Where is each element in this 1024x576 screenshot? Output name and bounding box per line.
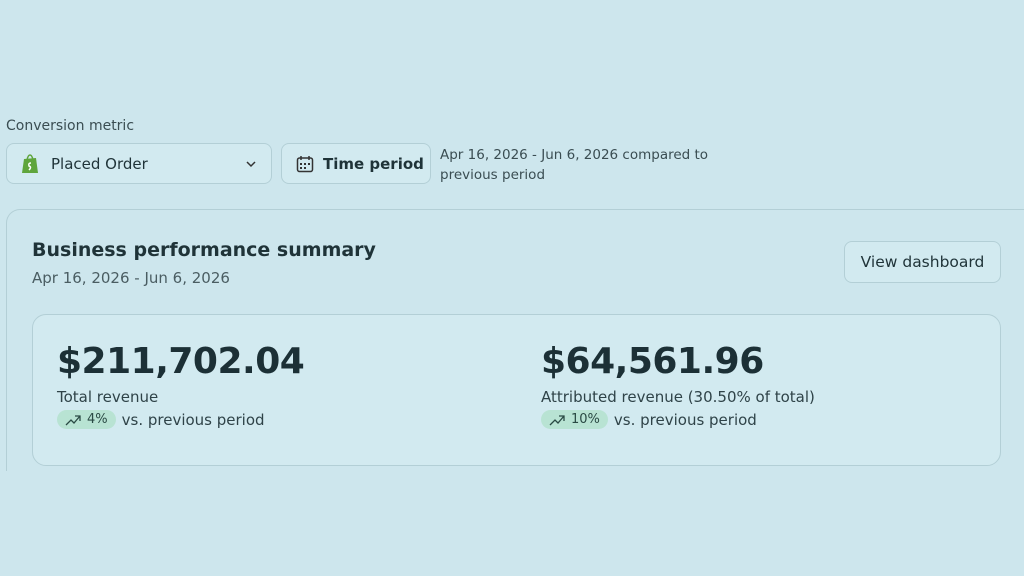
time-period-button[interactable]: Time period bbox=[281, 143, 431, 184]
view-dashboard-button[interactable]: View dashboard bbox=[844, 241, 1001, 283]
change-pill: 4% bbox=[57, 410, 116, 429]
range-text: Apr 16, 2026 - Jun 6, 2026 compared to p… bbox=[440, 147, 709, 183]
shop-icon bbox=[22, 153, 38, 173]
trend-icon bbox=[65, 414, 81, 425]
field-label: Conversion metric bbox=[6, 118, 135, 134]
change-pill: 10% bbox=[541, 410, 608, 429]
metric-label: Total revenue bbox=[57, 388, 159, 406]
card-title: Business performance summary bbox=[32, 239, 376, 261]
card-subtitle: Apr 16, 2026 - Jun 6, 2026 bbox=[32, 269, 230, 287]
metric-value: $211,702.04 bbox=[57, 341, 305, 382]
metric-dropdown[interactable]: Placed Order bbox=[6, 143, 272, 184]
calendar-icon bbox=[296, 155, 314, 172]
metric-block: $211,702.04 Total revenue 4% vs. previou… bbox=[57, 341, 305, 429]
metric-block: $64,561.96 Attributed revenue (30.50% of… bbox=[541, 341, 815, 429]
chevron-icon bbox=[246, 161, 256, 168]
trend-icon bbox=[549, 414, 565, 425]
metric-value: $64,561.96 bbox=[541, 341, 764, 382]
time-period-text: Time period bbox=[323, 154, 424, 173]
comparison: vs. previous period bbox=[121, 410, 265, 429]
metrics-panel: $211,702.04 Total revenue 4% vs. previou… bbox=[32, 314, 1001, 466]
change-value: 4% bbox=[87, 412, 108, 427]
change-value: 10% bbox=[571, 412, 600, 427]
summary-card: Business performance summary Apr 16, 202… bbox=[6, 209, 1024, 471]
metric-label: Attributed revenue (30.50% of total) bbox=[541, 388, 815, 406]
comparison: vs. previous period bbox=[613, 410, 757, 429]
metric-value: Placed Order bbox=[51, 154, 148, 173]
